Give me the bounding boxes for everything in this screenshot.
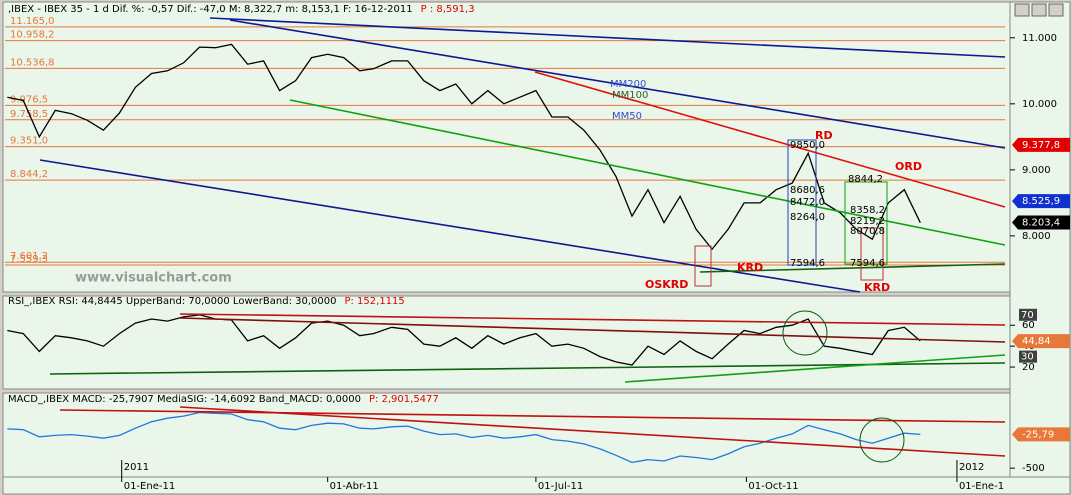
badge xyxy=(1012,137,1070,152)
band-label: 30 xyxy=(1021,352,1034,363)
highlight-circle xyxy=(782,310,828,356)
annotation: 7594,6 xyxy=(790,258,825,269)
trend-line xyxy=(179,313,1006,326)
annotation: RD xyxy=(815,129,833,142)
annotation: MM200 xyxy=(610,79,646,90)
badge-label: 8.203,4 xyxy=(1022,217,1060,228)
annotation: KRD xyxy=(864,281,890,294)
band-label: 70 xyxy=(1021,310,1034,321)
pattern-box xyxy=(860,227,884,281)
trend-line xyxy=(179,317,1006,343)
annotations: RD ORD KRD KRD OSKRD MM200 MM100 MM50 98… xyxy=(75,79,922,294)
band-label-box xyxy=(1019,308,1037,321)
level-label: 7.601,2 xyxy=(10,251,48,262)
x-tick-label: 01-Jul-11 xyxy=(538,481,583,492)
annotation: 8358,2 xyxy=(850,205,885,216)
panel-title: MACD_,IBEX MACD: -25,7907 MediaSIG: -14,… xyxy=(8,394,361,405)
badge xyxy=(1012,427,1070,442)
data-line xyxy=(7,314,921,366)
badge xyxy=(1012,194,1070,209)
x-tick-label: 01-Abr-11 xyxy=(330,481,379,492)
highlight-circle xyxy=(859,417,905,463)
badge xyxy=(1012,215,1070,230)
annotation: OSKRD xyxy=(645,278,688,291)
trend-line xyxy=(534,71,1006,208)
trend-line xyxy=(209,17,1006,58)
trend-line xyxy=(624,354,1006,383)
badge-label: -25,79 xyxy=(1022,429,1054,440)
level-label: 7.559,3 xyxy=(10,254,48,265)
panel-subtitle: P: 152,1115 xyxy=(344,296,404,307)
level-label: 9.976,5 xyxy=(10,94,48,105)
pattern-box xyxy=(694,245,712,287)
year-label: 2011 xyxy=(124,462,149,473)
y-tick-label: 9.000 xyxy=(1022,165,1051,176)
annotation: 8264,0 xyxy=(790,212,825,223)
window-buttons xyxy=(1014,3,1064,17)
badge-label: 44,84 xyxy=(1022,336,1051,347)
band-label-box xyxy=(1019,350,1037,363)
annotation: 8219,2 xyxy=(850,216,885,227)
level-label: 10.958,2 xyxy=(10,30,55,41)
badge-label: 8.525,9 xyxy=(1022,196,1060,207)
plot-layer: ‚IBEX - IBEX 35 - 1 d Dif. %: -0,57 Dif.… xyxy=(5,4,1070,492)
y-tick-label: 60 xyxy=(1022,320,1035,331)
trend-line xyxy=(699,263,1006,273)
pattern-box xyxy=(844,181,888,265)
minimize-button[interactable] xyxy=(1014,3,1030,17)
watermark: www.visualchart.com xyxy=(75,271,232,286)
trend-line xyxy=(179,406,1006,457)
x-tick-label: 01-Ene-1 xyxy=(959,481,1004,492)
y-tick-label: 11.000 xyxy=(1022,33,1057,44)
level-label: 8.844,2 xyxy=(10,169,48,180)
maximize-button[interactable] xyxy=(1031,3,1047,17)
badge-label: 9.377,8 xyxy=(1022,140,1060,151)
trend-lines xyxy=(39,17,1006,463)
y-tick-label: -500 xyxy=(1022,463,1045,474)
year-label: 2012 xyxy=(959,462,984,473)
annotation: ORD xyxy=(895,160,922,173)
level-label: 9.351,0 xyxy=(10,136,48,147)
annotation: 8070,8 xyxy=(850,226,885,237)
y-tick-label: 10.000 xyxy=(1022,99,1057,110)
annotation: MM100 xyxy=(612,90,648,101)
annotation: 9850,0 xyxy=(790,140,825,151)
annotation: 8472,0 xyxy=(790,197,825,208)
level-label: 11.165,0 xyxy=(10,16,55,27)
panel-subtitle: P : 8,591,3 xyxy=(421,4,475,15)
annotation: 8680,6 xyxy=(790,185,825,196)
annotation: 7594,6 xyxy=(850,258,885,269)
close-button[interactable] xyxy=(1048,3,1064,17)
annotation: KRD xyxy=(737,261,763,274)
panel-subtitle: P: 2,901,5477 xyxy=(369,394,439,405)
x-tick-label: 01-Oct-11 xyxy=(748,481,798,492)
trend-line xyxy=(289,99,1006,246)
y-tick-label: 20 xyxy=(1022,362,1035,373)
right-axis xyxy=(1009,1,1071,478)
badge xyxy=(1012,334,1070,349)
trend-line xyxy=(49,362,1006,375)
time-axis xyxy=(2,476,1071,495)
panel-title: ‚IBEX - IBEX 35 - 1 d Dif. %: -0,57 Dif.… xyxy=(8,4,413,15)
trend-line xyxy=(59,409,1006,423)
trend-line xyxy=(229,19,1006,149)
panel-title: RSI_,IBEX RSI: 44,8445 UpperBand: 70,000… xyxy=(8,296,336,307)
trend-line xyxy=(39,159,861,293)
annotation: 8844,2 xyxy=(848,174,883,185)
y-tick-label: 8.000 xyxy=(1022,231,1051,242)
x-tick-label: 01-Ene-11 xyxy=(124,481,175,492)
pattern-box xyxy=(787,139,817,266)
level-label: 10.536,8 xyxy=(10,57,55,68)
data-line xyxy=(7,411,921,464)
macd-panel xyxy=(2,392,1011,478)
annotation: MM50 xyxy=(612,111,642,122)
